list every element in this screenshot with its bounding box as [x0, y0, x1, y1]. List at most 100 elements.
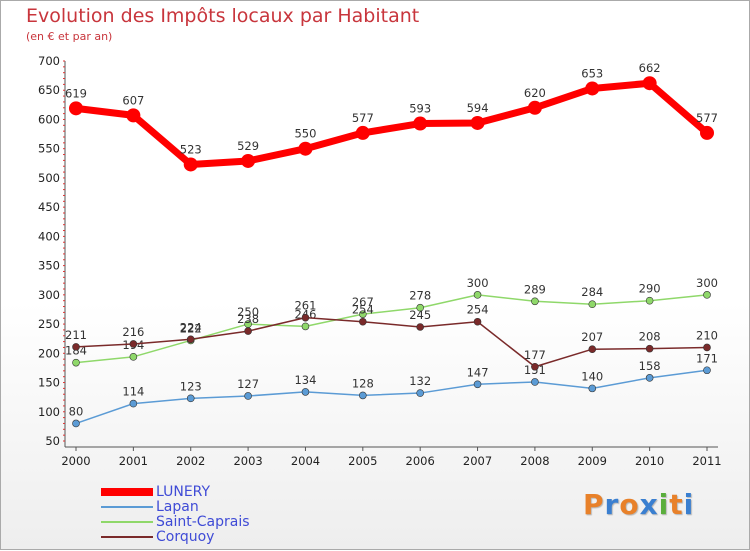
series-line-corquoy: [75, 316, 708, 368]
logo-letter: i: [683, 488, 695, 521]
data-label: 127: [237, 377, 259, 391]
y-tick-label: 150: [38, 376, 60, 390]
data-point: [298, 141, 313, 156]
data-label: 529: [237, 139, 259, 153]
data-point: [473, 317, 482, 326]
x-tick-label: 2000: [61, 454, 90, 468]
data-label: 208: [639, 330, 661, 344]
data-point: [588, 384, 597, 393]
data-point: [244, 327, 252, 335]
chart-title: Evolution des Impôts locaux par Habitant: [26, 5, 420, 27]
logo-letter: o: [619, 488, 640, 521]
data-point: [703, 291, 711, 299]
data-label: 158: [639, 359, 661, 373]
data-point: [645, 344, 654, 353]
x-tick-label: 2003: [233, 454, 262, 468]
series-line-saint-caprais: [75, 294, 708, 364]
data-label: 211: [65, 328, 87, 342]
data-point: [72, 343, 80, 351]
data-point: [473, 380, 482, 389]
data-point: [186, 335, 195, 344]
data-label: 620: [524, 86, 546, 100]
data-point: [416, 323, 424, 331]
legend-label: Saint-Caprais: [156, 514, 250, 530]
legend-label: Lapan: [156, 499, 199, 515]
data-label: 594: [467, 101, 489, 115]
data-point: [69, 101, 83, 116]
data-label: 261: [294, 299, 316, 313]
data-point: [588, 300, 597, 309]
y-tick-label: 300: [38, 288, 60, 302]
y-tick-label: 450: [38, 200, 60, 214]
data-label: 550: [294, 127, 316, 141]
data-point: [72, 358, 80, 367]
x-tick-label: 2010: [635, 454, 664, 468]
x-tick-label: 2001: [119, 454, 148, 468]
series-line-lunery: [75, 79, 710, 168]
data-point: [359, 310, 367, 318]
x-tick-label: 2002: [176, 454, 205, 468]
data-label: 577: [696, 111, 718, 125]
x-tick-label: 2009: [578, 454, 607, 468]
logo-letter: i: [658, 488, 670, 521]
x-tick-label: 2011: [692, 454, 721, 468]
data-point: [359, 391, 367, 400]
logo-letter: x: [639, 488, 659, 521]
data-point: [703, 366, 711, 375]
chart-subtitle: (en € et par an): [26, 30, 113, 43]
data-label: 619: [65, 86, 87, 100]
data-point: [129, 340, 138, 348]
data-label: 177: [524, 348, 546, 362]
x-tick-label: 2008: [520, 454, 549, 468]
data-point: [183, 157, 198, 172]
data-label: 134: [294, 373, 316, 387]
data-point: [126, 108, 141, 123]
data-point: [527, 100, 542, 115]
data-label: 254: [467, 303, 489, 317]
y-tick-label: 200: [38, 346, 60, 360]
y-tick-label: 250: [38, 317, 60, 331]
data-point: [588, 345, 597, 354]
data-label: 207: [581, 330, 603, 344]
y-tick-label: 650: [38, 83, 60, 97]
data-label: 284: [581, 285, 603, 299]
logo-letter: t: [669, 488, 684, 521]
data-point: [645, 296, 654, 305]
data-label: 289: [524, 282, 546, 296]
legend-label: LUNERY: [156, 484, 211, 500]
series-line-lapan: [75, 369, 708, 425]
proxiti-logo: Proxiti: [583, 488, 694, 521]
data-point: [72, 419, 80, 428]
data-label: 80: [69, 404, 84, 418]
data-label: 267: [352, 295, 374, 309]
legend-swatch: [101, 506, 153, 508]
data-label: 216: [122, 325, 144, 339]
data-label: 577: [352, 111, 374, 125]
logo-letter: r: [604, 488, 620, 521]
data-point: [703, 343, 711, 352]
data-label: 224: [180, 320, 202, 334]
data-point: [645, 374, 654, 382]
x-tick-label: 2007: [463, 454, 492, 468]
data-label: 147: [467, 365, 489, 379]
x-tick-label: 2004: [291, 454, 320, 468]
data-point: [642, 76, 657, 91]
data-point: [244, 392, 252, 400]
data-point: [531, 362, 539, 371]
y-tick-label: 100: [38, 405, 60, 419]
data-point: [301, 388, 310, 396]
data-point: [416, 389, 424, 397]
data-label: 140: [581, 369, 603, 383]
data-label: 245: [409, 308, 431, 322]
data-point: [531, 297, 539, 306]
data-point: [301, 313, 310, 322]
data-label: 300: [696, 276, 718, 290]
data-label: 653: [581, 66, 603, 80]
data-point: [413, 116, 428, 131]
data-label: 250: [237, 305, 259, 319]
data-point: [129, 353, 138, 361]
data-point: [700, 125, 714, 140]
data-label: 254: [352, 303, 374, 317]
